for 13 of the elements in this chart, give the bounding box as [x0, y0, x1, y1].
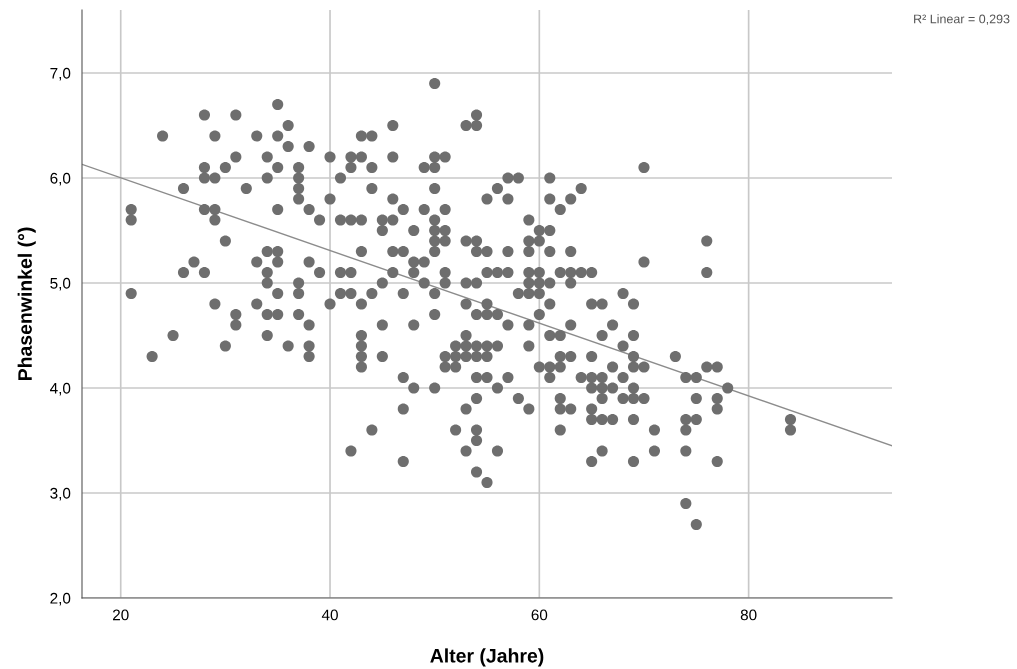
x-tick-label: 40: [321, 609, 338, 621]
x-tick-label: 80: [740, 609, 757, 621]
x-tick-label: 60: [531, 609, 548, 621]
y-tick-label: 4,0: [50, 382, 71, 396]
y-tick-label: 3,0: [50, 487, 71, 501]
y-axis-title: Phasenwinkel (°): [17, 227, 36, 381]
x-tick-label: 20: [112, 609, 129, 621]
y-tick-label: 6,0: [50, 172, 71, 186]
y-tick-label: 5,0: [50, 277, 71, 291]
y-tick-label: 2,0: [50, 592, 71, 606]
text: R² Linear = 0,293: [914, 14, 1010, 25]
y-tick-label: 7,0: [50, 67, 71, 81]
x-axis-title: Alter (Jahre): [430, 648, 544, 667]
